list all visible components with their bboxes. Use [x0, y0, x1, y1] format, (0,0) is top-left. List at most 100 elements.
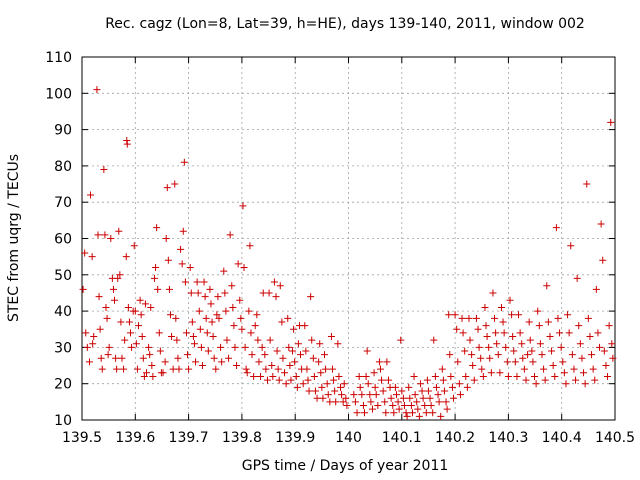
- data-point: [122, 253, 130, 261]
- data-point: [195, 307, 203, 315]
- data-point: [458, 314, 466, 322]
- x-axis-title: GPS time / Days of year 2011: [242, 458, 449, 474]
- data-point: [190, 340, 198, 348]
- data-point: [218, 358, 226, 366]
- data-point: [562, 380, 570, 388]
- data-point: [177, 245, 185, 253]
- data-point: [524, 351, 532, 359]
- data-point: [405, 383, 413, 391]
- data-point: [239, 202, 247, 210]
- data-point: [188, 318, 196, 326]
- data-point: [237, 314, 245, 322]
- data-point: [378, 376, 386, 384]
- data-point: [589, 365, 597, 373]
- data-point: [472, 314, 480, 322]
- data-point: [282, 380, 290, 388]
- data-point: [112, 354, 120, 362]
- data-point: [403, 412, 411, 420]
- data-point: [223, 336, 231, 344]
- data-point: [479, 372, 487, 380]
- data-point: [406, 394, 414, 402]
- data-point: [374, 401, 382, 409]
- data-point: [286, 362, 294, 370]
- data-point: [212, 365, 220, 373]
- data-point: [596, 343, 604, 351]
- data-point: [358, 391, 366, 399]
- data-point: [149, 372, 157, 380]
- data-point: [181, 278, 189, 286]
- data-point: [109, 285, 117, 293]
- data-point: [246, 242, 254, 250]
- data-point: [429, 409, 437, 417]
- data-point: [315, 358, 323, 366]
- data-point: [538, 351, 546, 359]
- y-tick-label: 60: [54, 232, 72, 248]
- data-point: [233, 362, 241, 370]
- data-point: [597, 220, 605, 228]
- data-point: [85, 358, 93, 366]
- data-point: [250, 372, 258, 380]
- x-tick-label: 140.1: [382, 430, 422, 446]
- data-point: [549, 362, 557, 370]
- data-point: [342, 394, 350, 402]
- data-point: [258, 343, 266, 351]
- data-point: [145, 343, 153, 351]
- data-point: [351, 398, 359, 406]
- data-point: [193, 278, 201, 286]
- data-point: [192, 358, 200, 366]
- data-point: [381, 398, 389, 406]
- data-point: [402, 409, 410, 417]
- data-point: [243, 369, 251, 377]
- data-point: [556, 329, 564, 337]
- data-point: [422, 409, 430, 417]
- data-point: [310, 372, 318, 380]
- data-point: [557, 343, 565, 351]
- data-point: [414, 405, 422, 413]
- data-point: [255, 358, 263, 366]
- data-point: [272, 293, 280, 301]
- data-point: [408, 409, 416, 417]
- data-point: [125, 318, 133, 326]
- data-point: [492, 329, 500, 337]
- data-point: [196, 325, 204, 333]
- data-point: [276, 282, 284, 290]
- data-point: [94, 231, 102, 239]
- data-point: [266, 336, 274, 344]
- data-point: [411, 391, 419, 399]
- data-point: [370, 369, 378, 377]
- y-tick-label: 70: [54, 195, 72, 211]
- data-point: [79, 285, 87, 293]
- data-point: [424, 387, 432, 395]
- data-point: [456, 391, 464, 399]
- data-point: [570, 365, 578, 373]
- data-point: [308, 336, 316, 344]
- data-point: [248, 351, 256, 359]
- data-point: [340, 380, 348, 388]
- data-point: [483, 333, 491, 341]
- data-point: [146, 351, 154, 359]
- data-point: [552, 224, 560, 232]
- data-point: [127, 329, 135, 337]
- data-point: [462, 372, 470, 380]
- data-point: [284, 314, 292, 322]
- data-point: [528, 347, 536, 355]
- data-point: [332, 398, 340, 406]
- data-point: [588, 351, 596, 359]
- data-point: [265, 289, 273, 297]
- data-point: [451, 311, 459, 319]
- data-point: [474, 325, 482, 333]
- data-point: [89, 340, 97, 348]
- data-point: [278, 318, 286, 326]
- data-point: [107, 235, 115, 242]
- data-point: [334, 340, 342, 348]
- data-point: [103, 314, 111, 322]
- data-point: [398, 387, 406, 395]
- data-point: [175, 365, 183, 373]
- x-tick-label: 140.5: [595, 430, 635, 446]
- data-point: [494, 351, 502, 359]
- data-point: [559, 358, 567, 366]
- data-point: [529, 358, 537, 366]
- data-point: [90, 333, 98, 341]
- data-point: [554, 314, 562, 322]
- data-point: [275, 376, 283, 384]
